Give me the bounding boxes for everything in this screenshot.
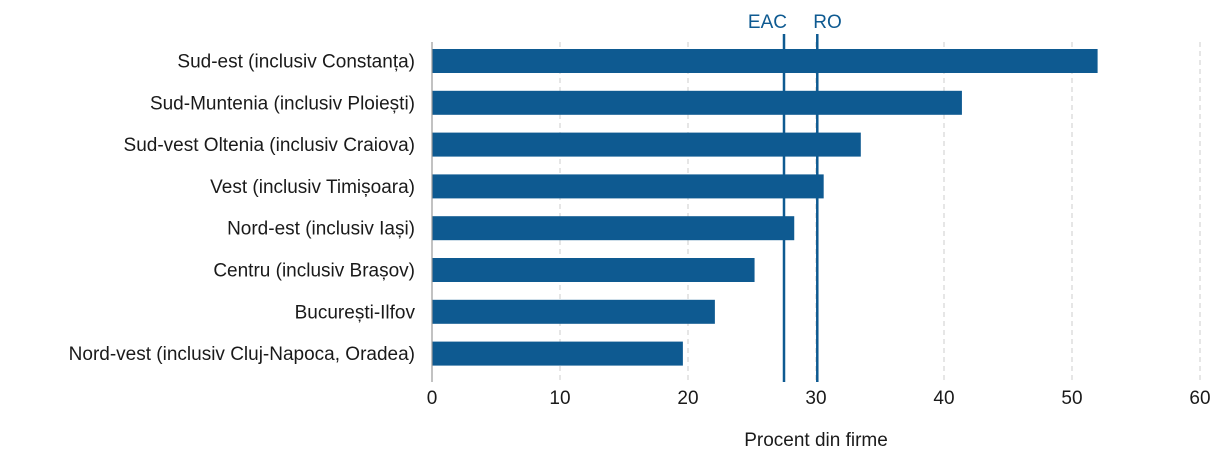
x-axis-title: Procent din firme bbox=[744, 430, 888, 451]
bar-5 bbox=[432, 216, 795, 241]
category-label-5: Nord-est (inclusiv Iași) bbox=[227, 219, 415, 240]
bar-1 bbox=[432, 49, 1098, 73]
x-tick-label-20: 20 bbox=[677, 388, 698, 409]
bar-4 bbox=[432, 174, 824, 199]
x-tick-label-40: 40 bbox=[933, 388, 954, 409]
reference-label-ro: RO bbox=[813, 12, 842, 33]
x-tick-labels: 0 10 20 30 40 50 60 bbox=[427, 388, 1211, 409]
bar-6 bbox=[432, 258, 755, 282]
category-label-3: Sud-vest Oltenia (inclusiv Craiova) bbox=[124, 135, 415, 156]
bar-3 bbox=[432, 132, 861, 157]
reference-lines: EAC RO bbox=[748, 12, 842, 382]
category-label-7: București-Ilfov bbox=[295, 302, 416, 323]
category-label-6: Centru (inclusiv Brașov) bbox=[213, 261, 415, 282]
category-label-2: Sud-Muntenia (inclusiv Ploiești) bbox=[150, 93, 415, 114]
category-labels: Sud-est (inclusiv Constanța) Sud-Muntenia… bbox=[69, 52, 416, 366]
x-tick-label-30: 30 bbox=[805, 388, 826, 409]
x-tick-label-60: 60 bbox=[1189, 388, 1210, 409]
bars bbox=[432, 49, 1098, 366]
bar-8 bbox=[432, 341, 683, 366]
x-tick-label-50: 50 bbox=[1061, 388, 1082, 409]
category-label-8: Nord-vest (inclusiv Cluj-Napoca, Oradea) bbox=[69, 344, 415, 365]
category-label-4: Vest (inclusiv Timișoara) bbox=[210, 177, 415, 198]
bar-7 bbox=[432, 299, 715, 324]
reference-label-eac: EAC bbox=[748, 12, 787, 33]
x-tick-label-10: 10 bbox=[549, 388, 570, 409]
x-tick-label-0: 0 bbox=[427, 388, 438, 409]
bar-2 bbox=[432, 90, 962, 115]
category-label-1: Sud-est (inclusiv Constanța) bbox=[177, 52, 415, 73]
